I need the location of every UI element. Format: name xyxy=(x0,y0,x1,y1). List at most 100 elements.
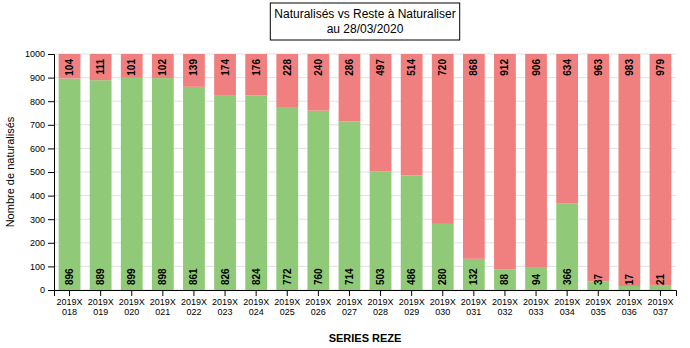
data-label: 497 xyxy=(375,59,386,76)
x-tick-label-line: 027 xyxy=(342,307,357,317)
y-tick: 1000 xyxy=(25,49,54,59)
bar xyxy=(339,121,361,290)
y-tick: 800 xyxy=(30,97,54,107)
x-tick-label: 2019X029 xyxy=(399,297,425,317)
bar xyxy=(494,269,516,290)
x-tick-label: 2019X030 xyxy=(430,297,456,317)
x-tick-mark xyxy=(411,290,412,296)
bar xyxy=(245,54,267,96)
x-tick-mark xyxy=(504,290,505,296)
x-tick-mark xyxy=(287,290,288,296)
x-tick-label-line: 019 xyxy=(93,307,108,317)
x-tick-mark xyxy=(256,290,257,296)
x-tick-label-line: 2019X xyxy=(57,297,83,307)
data-label: 503 xyxy=(375,268,386,285)
title-group: Naturalisés vs Reste à Naturaliserau 28/… xyxy=(270,3,459,40)
data-label: 101 xyxy=(126,59,137,76)
grid-line xyxy=(54,148,676,149)
y-tick-label: 0 xyxy=(40,285,45,295)
x-tick: 2019X031 xyxy=(461,290,487,317)
x-tick: 2019X032 xyxy=(492,290,518,317)
bar xyxy=(152,54,174,78)
x-tick-mark xyxy=(598,290,599,296)
y-tick: 400 xyxy=(30,191,54,201)
y-tick-label: 800 xyxy=(30,97,45,107)
data-label: 760 xyxy=(313,268,324,285)
data-label: 983 xyxy=(624,59,635,76)
data-label: 772 xyxy=(282,268,293,285)
bar xyxy=(214,95,236,290)
x-tick-label-line: 023 xyxy=(218,307,233,317)
bars xyxy=(59,54,672,290)
data-label: 88 xyxy=(499,273,510,285)
data-label: 21 xyxy=(655,273,666,285)
data-label: 174 xyxy=(220,59,231,76)
x-tick-label-line: 028 xyxy=(373,307,388,317)
grid-line xyxy=(54,77,676,78)
data-label: 868 xyxy=(468,59,479,76)
y-tick-label: 1000 xyxy=(25,49,45,59)
x-tick: 2019X028 xyxy=(368,290,394,317)
data-label: 94 xyxy=(531,273,542,285)
x-tick-label-line: 2019X xyxy=(461,297,487,307)
y-tick-mark xyxy=(48,125,54,126)
bar xyxy=(370,171,392,290)
grid-line xyxy=(54,101,676,102)
x-tick-label-line: 029 xyxy=(404,307,419,317)
x-tick-label-line: 2019X xyxy=(305,297,331,307)
x-tick-label-line: 034 xyxy=(560,307,575,317)
x-tick-label-line: 020 xyxy=(124,307,139,317)
y-tick: 200 xyxy=(30,238,54,248)
data-label: 111 xyxy=(95,59,106,75)
data-label: 899 xyxy=(126,268,137,285)
x-tick: 2019X027 xyxy=(336,290,362,317)
y-tick: 900 xyxy=(30,73,54,83)
data-labels: 8968898998988618268247727607145034862801… xyxy=(64,59,666,285)
bar xyxy=(401,175,423,290)
y-tick-mark xyxy=(48,196,54,197)
x-tick-label-line: 030 xyxy=(435,307,450,317)
x-tick-mark xyxy=(131,290,132,296)
x-tick-label-line: 022 xyxy=(186,307,201,317)
x-tick-mark xyxy=(536,290,537,296)
x-tick-label-line: 2019X xyxy=(616,297,642,307)
bar xyxy=(401,54,423,175)
x-tick: 2019X025 xyxy=(274,290,300,317)
x-tick: 2019X034 xyxy=(554,290,580,317)
data-label: 37 xyxy=(593,273,604,285)
x-tick-label-line: 031 xyxy=(466,307,481,317)
data-label: 826 xyxy=(220,268,231,285)
x-tick-label: 2019X019 xyxy=(88,297,114,317)
y-tick: 600 xyxy=(30,144,54,154)
data-label: 889 xyxy=(95,268,106,285)
y-tick-label: 600 xyxy=(30,144,45,154)
x-tick-label-line: 2019X xyxy=(554,297,580,307)
x-tick: 2019X023 xyxy=(212,290,238,317)
bar xyxy=(183,87,205,290)
x-tick-label: 2019X035 xyxy=(585,297,611,317)
x-tick: 2019X024 xyxy=(243,290,269,317)
data-label: 514 xyxy=(406,59,417,76)
x-tick-mark xyxy=(318,290,319,296)
x-tick-mark xyxy=(567,290,568,296)
x-tick-mark xyxy=(349,290,350,296)
x-tick-label-line: 2019X xyxy=(274,297,300,307)
x-tick-label: 2019X034 xyxy=(554,297,580,317)
data-label: 139 xyxy=(188,59,199,76)
data-label: 896 xyxy=(64,268,75,285)
y-tick-label: 200 xyxy=(30,238,45,248)
x-tick: 2019X037 xyxy=(647,290,673,317)
y-tick-mark xyxy=(48,266,54,267)
y-axis-line xyxy=(48,55,55,291)
x-tick-label: 2019X025 xyxy=(274,297,300,317)
bar xyxy=(556,204,578,290)
x-tick-label: 2019X028 xyxy=(368,297,394,317)
data-label: 979 xyxy=(655,59,666,76)
bar xyxy=(339,54,361,121)
x-tick-label-line: 2019X xyxy=(585,297,611,307)
x-tick-mark xyxy=(380,290,381,296)
y-tick: 300 xyxy=(30,215,54,225)
x-tick-label-line: 2019X xyxy=(336,297,362,307)
bar xyxy=(121,54,143,78)
data-label: 228 xyxy=(282,59,293,76)
